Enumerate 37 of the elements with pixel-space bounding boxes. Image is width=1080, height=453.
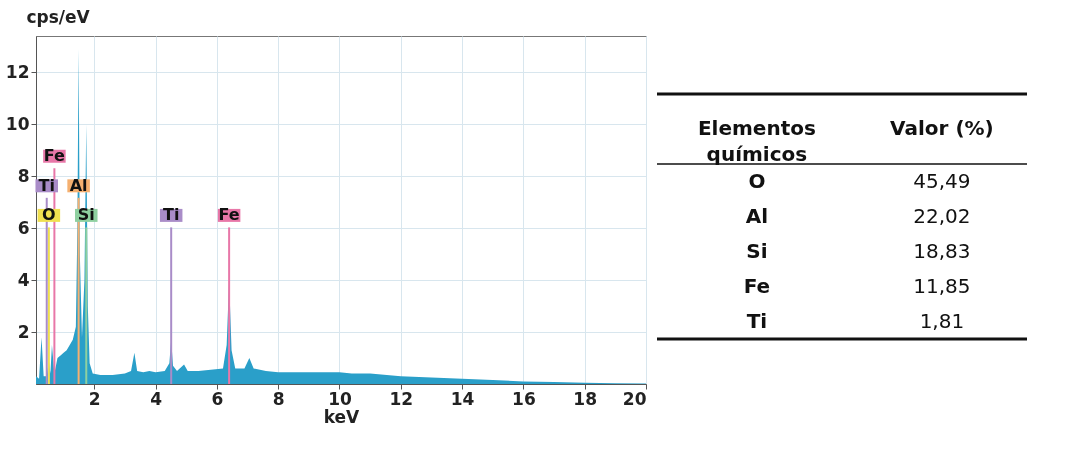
category-label: Al (745, 203, 769, 228)
data-label: 1,81 (919, 308, 965, 333)
data-label: 22,02 (913, 203, 971, 228)
y-tick-label: 8 (17, 165, 30, 186)
category-label: O (748, 168, 766, 193)
ref-line-label: Fe (43, 146, 66, 166)
y-tick-label: 2 (17, 321, 30, 342)
ref-line-label: Fe (218, 205, 240, 225)
category-label: Fe (743, 273, 771, 298)
x-tick-label: 14 (450, 388, 475, 409)
x-tick-label: 8 (272, 388, 285, 409)
y-tick-label: 12 (5, 61, 30, 82)
y-tick-label: 10 (5, 113, 30, 134)
y-tick-label: 4 (17, 269, 30, 290)
x-axis-title: keV (323, 406, 361, 427)
text: Valor (%) (890, 116, 994, 140)
data-label: 18,83 (913, 238, 971, 263)
x-tick-label: 16 (512, 388, 536, 409)
data-label: 11,85 (913, 273, 971, 298)
text: Elementos químicos (697, 116, 816, 166)
category-label: Ti (746, 308, 768, 333)
data-label: 45,49 (913, 168, 971, 193)
category-label: Si (746, 238, 768, 263)
x-tick-label: 4 (150, 388, 163, 409)
y-tick-label: 6 (17, 217, 30, 238)
ref-line-label: Al (69, 175, 88, 195)
ref-line-label: Ti (38, 175, 55, 195)
ref-line-label: O (42, 205, 56, 225)
x-tick-label: 6 (211, 388, 224, 409)
ref-line-label: Ti (162, 205, 180, 225)
x-tick-label: 20 (622, 388, 647, 409)
x-tick-label: 10 (328, 388, 352, 409)
x-tick-label: 12 (389, 388, 414, 409)
y-axis-title: cps/eV (26, 6, 91, 27)
ref-line-label: Si (77, 205, 95, 225)
x-tick-label: 2 (88, 388, 101, 409)
x-tick-label: 18 (573, 388, 598, 409)
